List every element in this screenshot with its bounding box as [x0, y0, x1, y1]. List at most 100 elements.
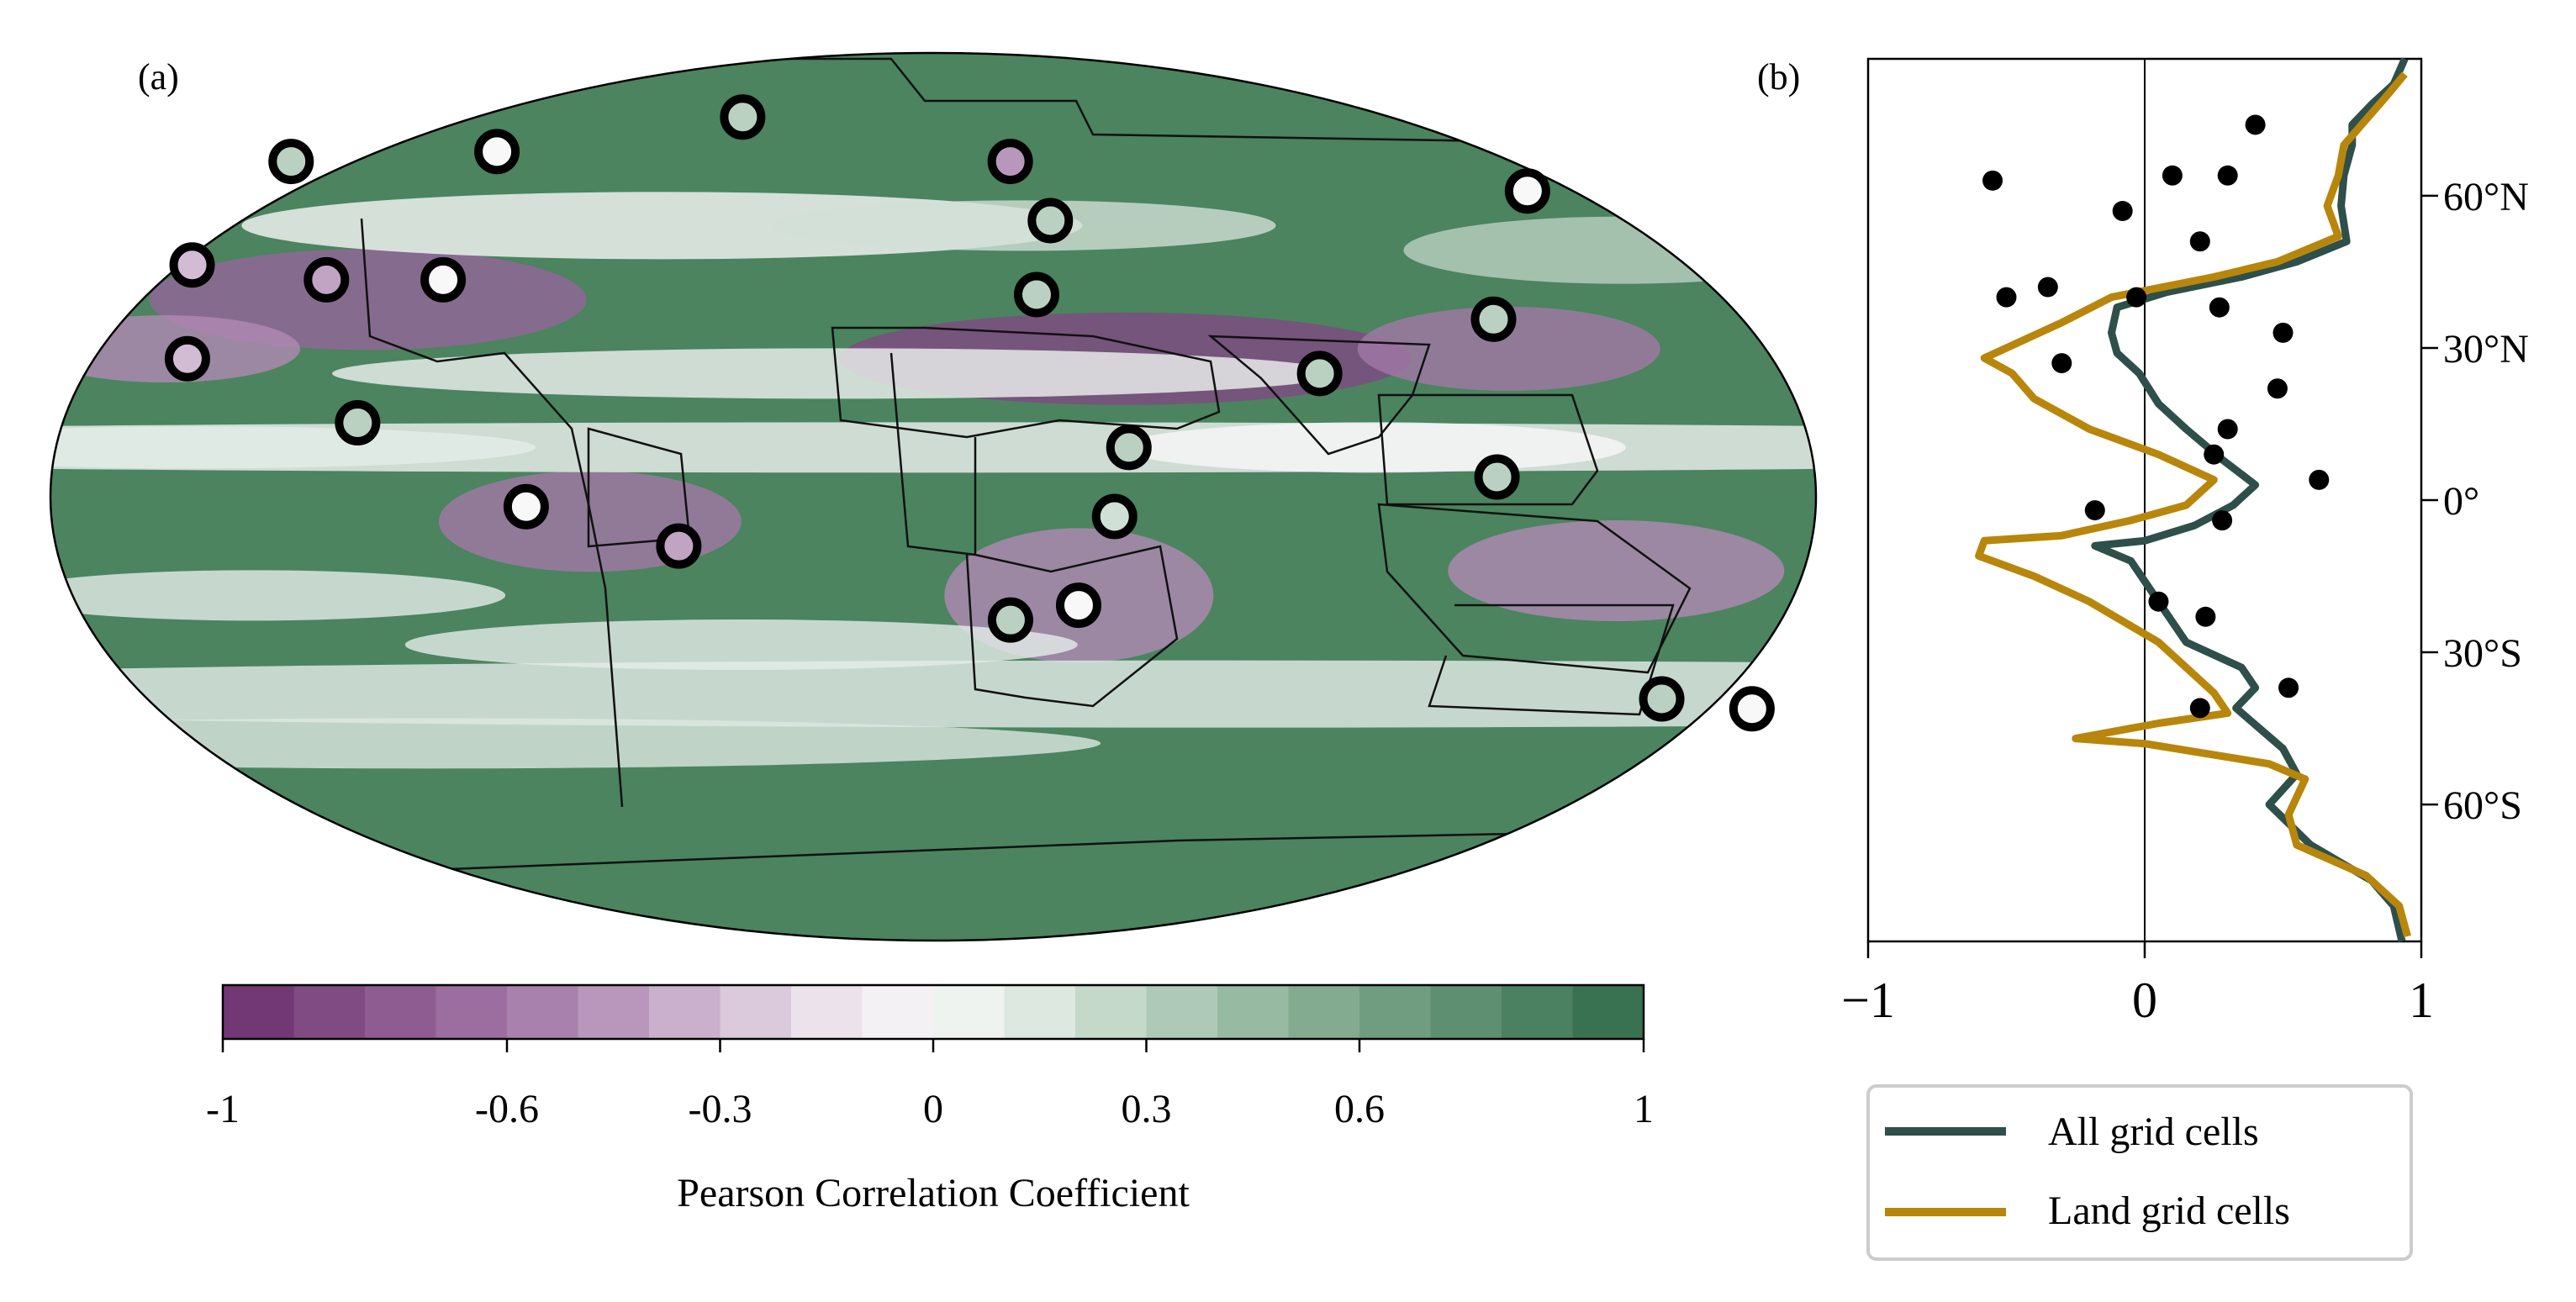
colorbar-tick-label: 0.3: [1122, 1087, 1172, 1131]
region-marker: [1296, 351, 1343, 397]
region-border: [889, 352, 976, 556]
profile-y-tick-label: 30°S: [2443, 631, 2522, 676]
scatter-point: [2204, 444, 2225, 465]
profile-y-tick-label: 30°N: [2443, 327, 2529, 372]
colorbar-swatch: [223, 985, 294, 1039]
region-marker: [1729, 686, 1775, 732]
profile-y-tick-label: 60°S: [2443, 783, 2522, 828]
field-blob: [1121, 422, 1626, 473]
scatter-point: [2126, 287, 2147, 308]
colorbar-swatch: [1359, 985, 1431, 1039]
colorbar-swatch: [1217, 985, 1289, 1039]
colorbar-tick-label: 0: [923, 1087, 943, 1131]
scatter-point: [1982, 170, 2003, 191]
colorbar-tick-label: -0.6: [475, 1087, 539, 1131]
colorbar-swatch: [1146, 985, 1218, 1039]
region-marker: [987, 597, 1033, 643]
colorbar-tick-label: -0.3: [689, 1087, 752, 1131]
region-marker: [169, 242, 215, 288]
colorbar-swatch: [578, 985, 650, 1039]
colorbar-swatch: [933, 985, 1005, 1039]
region-marker: [164, 335, 210, 382]
region-marker: [304, 256, 350, 303]
colorbar-swatch: [791, 985, 863, 1039]
region-marker: [1470, 296, 1517, 342]
region-marker: [720, 94, 766, 140]
profile-x-tick-label: 0: [2132, 973, 2157, 1028]
scatter-point: [2212, 510, 2233, 531]
region-border: [1377, 503, 1692, 674]
region-marker: [1091, 493, 1138, 540]
region-border: [360, 218, 624, 808]
panel-b-label: (b): [1757, 56, 1800, 98]
region-border: [965, 437, 1179, 708]
scatter-point: [2278, 677, 2299, 698]
scatter-point: [2189, 231, 2210, 252]
colorbar-swatch: [435, 985, 508, 1039]
region-marker: [1027, 198, 1074, 244]
profile-x-tick-label: −1: [1841, 973, 1895, 1028]
field-blob: [771, 200, 1276, 251]
legend: All grid cells Land grid cells: [1866, 1084, 2413, 1261]
field-blob: [50, 315, 300, 382]
colorbar-swatch: [507, 985, 578, 1039]
field-blob: [404, 619, 1078, 670]
scatter-point: [2272, 322, 2294, 343]
scatter-point: [2267, 378, 2288, 399]
profile-y-ticks: 60°N 30°N 0° 30°S 60°S: [2421, 175, 2529, 828]
region-border: [1377, 393, 1599, 506]
colorbar-swatch: [1430, 985, 1502, 1039]
colorbar-swatch: [1004, 985, 1076, 1039]
scatter-point: [2195, 606, 2216, 627]
region-marker: [656, 523, 702, 569]
scatter-point: [2051, 353, 2072, 374]
scatter-point: [1996, 287, 2017, 308]
region-borders: [226, 57, 1692, 876]
colorbar-label: Pearson Correlation Coefficient: [677, 1171, 1190, 1215]
region-marker: [335, 400, 381, 445]
field-blob: [1448, 520, 1785, 621]
region-marker: [268, 139, 314, 185]
series-line-land: [1975, 71, 2411, 938]
scatter-point: [2217, 419, 2238, 440]
colorbar-ticks: -1 -0.6 -0.3 0 0.3 0.6 1: [206, 1039, 1654, 1131]
colorbar-swatch: [649, 985, 721, 1039]
field-background: [50, 53, 1816, 941]
map-panel: (a) -1 -0.6 -0.3 0 0.3 0.6 1 Pearson Correlati…: [49, 51, 1818, 1215]
panel-a-label: (a): [138, 56, 179, 98]
colorbar-swatch: [1075, 985, 1147, 1039]
region-marker: [1504, 168, 1550, 214]
region-marker: [1639, 676, 1685, 722]
field-blob: [1357, 307, 1660, 391]
scatter-point: [2084, 500, 2105, 521]
colorbar: -1 -0.6 -0.3 0 0.3 0.6 1 Pearson Correlation C…: [206, 983, 1654, 1215]
colorbar-swatch: [1572, 985, 1644, 1039]
region-marker: [1013, 271, 1059, 318]
globe-outline: [49, 51, 1818, 942]
scatter-point: [2148, 591, 2169, 612]
scatter-point: [2189, 698, 2210, 719]
colorbar-swatch: [293, 985, 366, 1039]
legend-label-land: Land grid cells: [2048, 1189, 2290, 1233]
region-marker: [503, 483, 549, 530]
scatter-point: [2309, 469, 2330, 490]
region-marker: [1055, 582, 1101, 629]
profile-y-tick-label: 60°N: [2443, 175, 2529, 219]
profile-x-tick-label: 1: [2409, 973, 2434, 1028]
colorbar-tick-label: 0.6: [1334, 1087, 1385, 1131]
scatter-point: [2037, 277, 2058, 298]
region-marker: [987, 139, 1033, 185]
region-marker: [474, 129, 520, 175]
colorbar-tick-label: 1: [1634, 1087, 1654, 1131]
scatter-point: [2209, 297, 2230, 318]
region-markers: [164, 94, 1775, 732]
colorbar-swatch: [862, 985, 934, 1039]
region-border: [831, 326, 1221, 439]
scatter-point: [2112, 201, 2133, 222]
profile-series: [1975, 57, 2411, 943]
region-marker: [1474, 454, 1520, 500]
region-border: [1428, 604, 1675, 716]
colorbar-swatch: [1502, 985, 1573, 1039]
profile-y-tick-label: 0°: [2443, 479, 2479, 524]
